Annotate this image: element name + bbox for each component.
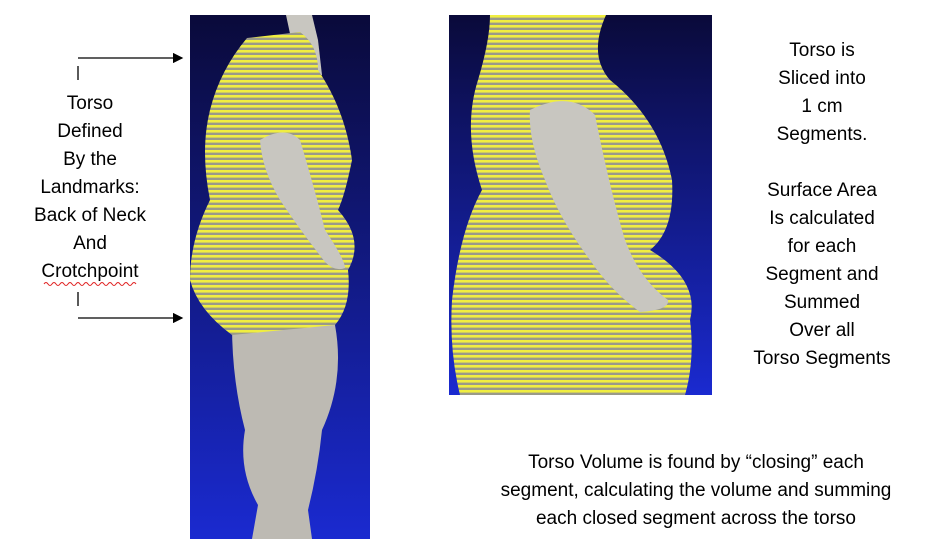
label-line: Sliced into [778,68,866,89]
label-line: Segments. [777,124,868,145]
right-label: Torso is Sliced into 1 cm Segments. Surface … [753,40,890,369]
label-line: Torso Segments [753,348,890,369]
label-line: Back of Neck [34,205,146,226]
label-line: Surface Area [767,180,877,201]
label-line: Defined [57,121,123,142]
label-line: Over all [789,320,854,341]
caption-line: Torso Volume is found by “closing” each [528,452,864,473]
full-body-image [190,15,370,539]
label-line: Segment and [765,264,878,285]
label-line: Summed [784,292,860,313]
landmark-arrows [43,52,184,324]
label-line: Landmarks: [40,177,139,198]
label-line: Torso [67,93,113,114]
label-line: And [73,233,107,254]
label-line: Is calculated [769,208,875,229]
label-line: for each [788,236,857,257]
caption-line: each closed segment across the torso [536,508,856,529]
left-label: Torso Defined By the Landmarks: Back of Neck… [34,93,146,282]
label-line: Torso is [789,40,854,61]
torso-image [449,15,712,395]
label-line: 1 cm [801,96,842,117]
label-line: By the [63,149,117,170]
label-line: Crotchpoint [41,261,139,282]
caption-line: segment, calculating the volume and summ… [501,480,892,501]
bottom-caption: Torso Volume is found by “closing” each s… [501,452,892,529]
